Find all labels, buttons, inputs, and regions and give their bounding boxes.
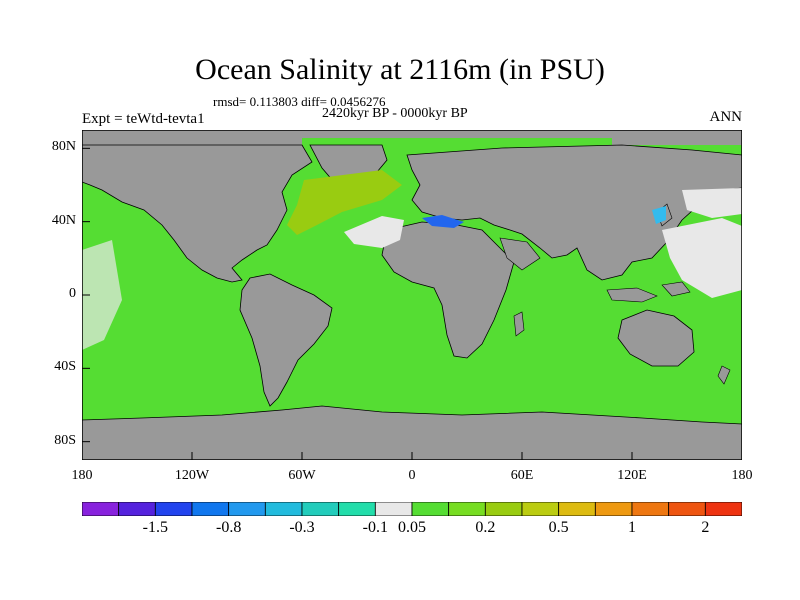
colorbar-swatch: [118, 502, 156, 516]
plot-title: Ocean Salinity at 2116m (in PSU): [195, 53, 605, 86]
colorbar-tick-label: 0.2: [475, 519, 496, 536]
colorbar-swatch: [558, 502, 596, 516]
east-pacific-near-zero: [82, 240, 122, 350]
lat-tick-label: 80N: [51, 139, 76, 155]
new-zealand-land: [717, 365, 731, 385]
arabia-land: [499, 237, 541, 271]
colorbar-swatch: [301, 502, 340, 516]
antarctica-land: [82, 405, 742, 460]
colorbar-swatch: [191, 502, 230, 516]
colorbar-swatch: [374, 502, 413, 516]
stats-subtitle: rmsd= 0.113803 diff= 0.0456276: [213, 94, 386, 109]
colorbar-swatch: [338, 502, 376, 516]
lat-tick-label: 80S: [54, 432, 76, 448]
colorbar-tick-label: -1.5: [142, 519, 168, 536]
colorbar-swatch: [704, 502, 742, 516]
colorbar-tick-label: 1: [628, 519, 636, 536]
lon-tick-label: 120E: [617, 468, 647, 483]
world-salinity-map: [82, 130, 742, 460]
colorbar-swatch: [228, 502, 266, 516]
colorbar-swatch: [668, 502, 706, 516]
colorbar-tick-label: 0.05: [398, 519, 426, 536]
colorbar-swatch: [264, 502, 303, 516]
colorbar-tick-label: -0.1: [362, 519, 388, 536]
australia-land: [617, 309, 695, 367]
season-label: ANN: [709, 109, 743, 125]
arctic-ocean-strip: [302, 138, 612, 148]
period-subtitle: 2420kyr BP - 0000kyr BP: [322, 106, 468, 121]
lat-tick-label: 0: [69, 286, 76, 301]
west-pacific-near-zero: [662, 218, 742, 298]
lon-tick-label: 0: [408, 468, 416, 483]
atlantic-near-zero: [344, 216, 404, 248]
south-america-land: [239, 273, 333, 407]
colorbar-swatch: [594, 502, 633, 516]
latitude-ticks: [82, 147, 90, 443]
mediterranean-negative: [422, 215, 464, 228]
colorbar-tick-label: -0.3: [289, 519, 315, 536]
colorbar-tick-label: 2: [701, 519, 710, 536]
colorbar-swatch: [631, 502, 670, 516]
lat-tick-label: 40S: [54, 359, 76, 375]
africa-land: [381, 221, 515, 359]
colorbar-tick-label: -0.8: [215, 519, 242, 536]
lon-tick-label: 180: [731, 468, 753, 483]
lon-tick-label: 60E: [510, 468, 534, 483]
colorbar-swatch: [521, 502, 560, 516]
nw-pacific-near-zero: [682, 188, 742, 218]
colorbar-tick-label: 0.5: [548, 519, 569, 536]
colorbar-swatch: [484, 502, 523, 516]
colorbar: [82, 502, 742, 516]
indonesia-islands: [606, 281, 691, 303]
colorbar-swatch: [154, 502, 193, 516]
colorbar-swatch: [448, 502, 486, 516]
lat-tick-label: 40N: [51, 212, 76, 228]
longitude-ticks: [82, 452, 742, 460]
lon-tick-label: 180: [71, 468, 93, 483]
colorbar-swatch: [82, 502, 120, 516]
north-america-land: [82, 144, 313, 283]
experiment-label: Expt = teWtd-tevta1: [82, 111, 205, 127]
colorbar-swatch: [411, 502, 450, 516]
lon-tick-label: 120W: [174, 468, 210, 483]
madagascar-land: [513, 311, 525, 337]
lon-tick-label: 60W: [288, 468, 316, 483]
sea-of-japan-negative: [652, 206, 666, 224]
north-atlantic-upper-band: [287, 170, 402, 235]
